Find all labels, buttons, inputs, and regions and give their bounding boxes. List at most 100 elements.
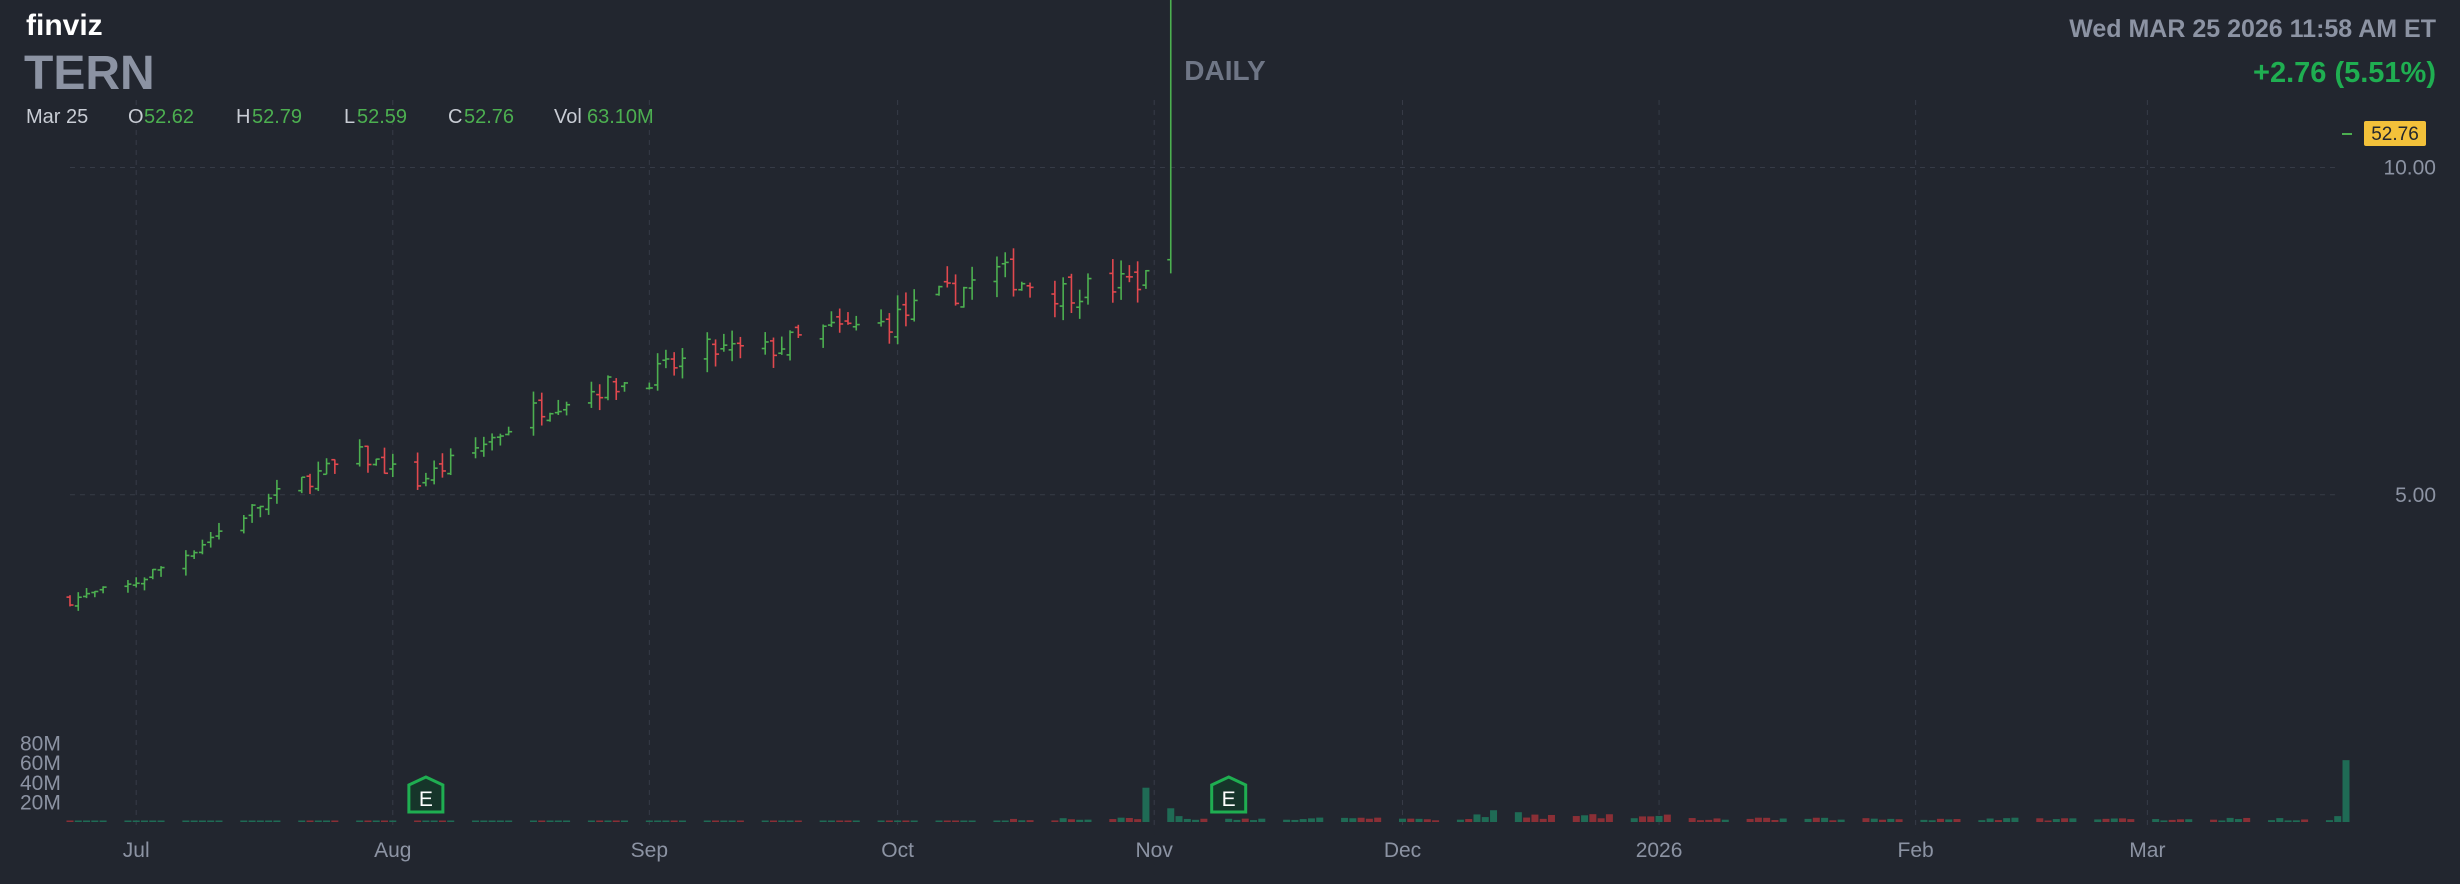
ohlc-bar <box>596 384 604 411</box>
ohlc-bar <box>1051 280 1059 318</box>
ohlc-row: Mar 25 O 52.62 H 52.79 L 52.59 C 52.76 V… <box>26 106 654 128</box>
volume-bar <box>66 820 74 822</box>
volume-bar <box>256 820 264 822</box>
ohlc-bar <box>604 375 612 401</box>
ohlc-bar <box>190 550 198 559</box>
ohlc-bar <box>430 460 438 485</box>
earnings-marker[interactable]: E <box>1210 775 1248 814</box>
volume-bar <box>2052 819 2060 822</box>
volume-bar <box>1241 818 1249 822</box>
ohlc-bar <box>902 292 910 327</box>
ohlc-bar <box>1010 248 1018 297</box>
date-tick-label: Jul <box>123 839 150 862</box>
ohlc-bar <box>372 458 380 466</box>
volume-bar <box>728 820 736 822</box>
ohlc-bar <box>728 330 736 362</box>
ohlc-bar <box>712 339 720 367</box>
ohlc-bar <box>314 461 322 492</box>
date-tick-label: Oct <box>881 839 914 862</box>
volume-bar <box>2110 818 2118 822</box>
ohlc-bar <box>298 476 306 494</box>
volume-bar <box>99 820 107 822</box>
volume-bar <box>778 820 786 822</box>
timeframe-label[interactable]: DAILY <box>1184 55 1266 86</box>
volume-bar <box>140 820 148 822</box>
ohlc-bar <box>364 445 372 473</box>
date-tick-label: Aug <box>374 839 411 862</box>
volume-bar <box>240 820 248 822</box>
volume-bar <box>670 820 678 822</box>
volume-bar <box>819 820 827 822</box>
volume-bar <box>761 820 769 822</box>
volume-bar <box>1490 810 1498 822</box>
ohlc-bar <box>794 324 802 338</box>
volume-bar <box>1018 820 1026 822</box>
ohlc-bar <box>248 504 256 523</box>
date-tick-label: Nov <box>1136 839 1174 862</box>
last-price-badge: 52.76 <box>2342 121 2426 146</box>
volume-bar <box>769 820 777 822</box>
ohlc-bar <box>438 453 446 478</box>
volume-bar <box>2276 818 2284 822</box>
volume-bar <box>1771 819 1779 822</box>
high-label: H <box>236 106 250 128</box>
volume-bar <box>2292 820 2300 822</box>
volume-bar <box>960 820 968 822</box>
ohlc-bar <box>256 505 264 518</box>
ohlc-bar <box>852 315 860 331</box>
ohlc-bar <box>786 330 794 361</box>
close-label: C <box>448 106 462 128</box>
ohlc-bar <box>778 336 786 355</box>
volume-bar <box>1597 818 1605 822</box>
ohlc-bar <box>819 324 827 348</box>
volume-bar <box>372 820 380 822</box>
vol-label: Vol <box>554 106 582 128</box>
volume-bar <box>2243 817 2251 822</box>
volume-bar <box>2325 820 2333 822</box>
volume-bar <box>2069 818 2077 822</box>
volume-bar <box>563 820 571 822</box>
volume-bar <box>1183 818 1191 822</box>
volume-bar <box>827 820 835 822</box>
volume-bar <box>1117 817 1125 822</box>
earnings-marker-shape <box>407 775 445 814</box>
volume-bar <box>381 820 389 822</box>
volume-bar <box>1523 817 1531 822</box>
volume-bar <box>182 820 190 822</box>
volume-bar <box>1407 818 1415 822</box>
volume-bar <box>198 820 206 822</box>
ohlc-bar <box>306 473 314 494</box>
earnings-marker[interactable]: E <box>407 775 445 814</box>
volume-tick-label: 20M <box>20 791 61 814</box>
volume-bar <box>1647 816 1655 822</box>
volume-bar <box>993 820 1001 822</box>
volume-bar <box>356 820 364 822</box>
ohlc-bar <box>488 433 496 451</box>
volume-bar <box>1192 819 1200 822</box>
volume-bar <box>1746 818 1754 822</box>
volume-bar <box>2036 818 2044 822</box>
volume-bar <box>1879 819 1887 822</box>
volume-tick-label: 40M <box>20 772 61 795</box>
ohlc-bar <box>381 447 389 475</box>
volume-bar <box>314 820 322 822</box>
ohlc-bar <box>761 332 769 355</box>
volume-bar <box>1837 819 1845 822</box>
volume-bar <box>2094 819 2102 822</box>
price-axis: 55.0050.0045.0040.0035.0030.0025.0020.00… <box>2383 157 2436 507</box>
volume-bars <box>66 760 2350 822</box>
volume-bar <box>414 820 422 822</box>
volume-bar <box>207 820 215 822</box>
ohlc-bar <box>91 590 99 598</box>
volume-bar <box>273 820 281 822</box>
volume-bar <box>447 820 455 822</box>
volume-bar <box>910 820 918 822</box>
finviz-logo[interactable]: finviz <box>26 9 103 42</box>
ohlc-bar <box>935 285 943 296</box>
ohlc-bar <box>472 437 480 459</box>
price-change: +2.76 (5.51%) <box>2253 57 2436 89</box>
volume-bar <box>621 820 629 822</box>
